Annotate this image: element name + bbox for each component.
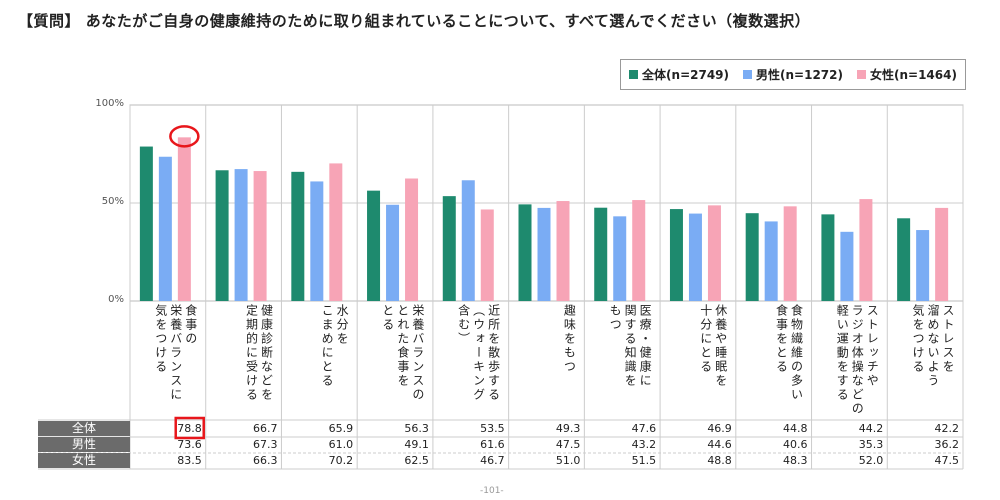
table-cell: 48.3 bbox=[783, 454, 808, 467]
bar-女性-6 bbox=[632, 200, 646, 301]
bar-男性-3 bbox=[386, 204, 400, 301]
table-cell: 43.2 bbox=[631, 438, 657, 451]
legend: 全体(n=2749) 男性(n=1272) 女性(n=1464) bbox=[620, 59, 966, 90]
legend-label-all: 全体(n=2749) bbox=[642, 68, 730, 82]
table-cell: 83.5 bbox=[177, 454, 202, 467]
table-cell: 53.5 bbox=[480, 422, 505, 435]
table-cell: 49.1 bbox=[404, 438, 429, 451]
page-number: -101- bbox=[480, 486, 504, 496]
bar-男性-6 bbox=[613, 216, 627, 301]
category-label: ストレスを 溜めないよう 気をつける bbox=[910, 304, 955, 388]
table-row-header: 男性 bbox=[38, 437, 130, 452]
highlight-box bbox=[174, 416, 205, 440]
bar-男性-10 bbox=[916, 230, 930, 301]
table-cell: 44.2 bbox=[858, 422, 884, 435]
bar-全体-7 bbox=[669, 209, 683, 301]
bar-全体-9 bbox=[821, 214, 835, 301]
table-cell: 47.5 bbox=[934, 454, 960, 467]
category-label: ストレッチや ラジオ体操などの 軽い運動をする bbox=[835, 304, 880, 416]
table-row-header: 全体 bbox=[38, 421, 130, 436]
bar-全体-2 bbox=[291, 171, 305, 301]
legend-swatch-female bbox=[856, 70, 866, 79]
category-label: 趣味をもつ bbox=[562, 304, 577, 374]
category-label: 栄養バランスの とれた食事を とる bbox=[380, 304, 425, 402]
category-label: 食事の 栄養バランスに 気をつける bbox=[153, 304, 198, 402]
bar-全体-1 bbox=[215, 170, 229, 301]
bar-全体-10 bbox=[897, 218, 911, 301]
bar-男性-4 bbox=[461, 180, 475, 301]
bar-女性-4 bbox=[480, 209, 494, 301]
bar-全体-8 bbox=[745, 213, 759, 301]
bar-全体-6 bbox=[594, 207, 608, 301]
table-cell: 70.2 bbox=[328, 454, 354, 467]
table-row-header: 女性 bbox=[38, 453, 130, 468]
table-cell: 46.7 bbox=[480, 454, 505, 467]
table-cell: 61.6 bbox=[480, 438, 505, 451]
table-cell: 40.6 bbox=[783, 438, 808, 451]
bar-男性-1 bbox=[234, 169, 248, 301]
category-label: 水分を こまめにとる bbox=[320, 304, 350, 388]
table-cell: 66.7 bbox=[252, 422, 278, 435]
legend-label-female: 女性(n=1464) bbox=[869, 68, 957, 82]
table-cell: 51.0 bbox=[555, 454, 581, 467]
table-cell: 56.3 bbox=[404, 422, 429, 435]
chart-title: 【質問】 あなたがご自身の健康維持のために取り組まれていることについて、すべて選… bbox=[18, 12, 811, 30]
legend-label-male: 男性(n=1272) bbox=[756, 68, 843, 82]
category-label: 休養や睡眠を 十分にとる bbox=[698, 304, 728, 388]
table-cell: 47.6 bbox=[631, 422, 657, 435]
bar-全体-4 bbox=[442, 196, 456, 301]
table-cell: 52.0 bbox=[858, 454, 884, 467]
bar-女性-7 bbox=[707, 205, 721, 301]
y-tick-label: 0% bbox=[108, 294, 124, 305]
table-cell: 67.3 bbox=[252, 438, 278, 451]
bar-男性-2 bbox=[310, 181, 324, 301]
legend-swatch-male bbox=[743, 70, 753, 79]
table-cell: 61.0 bbox=[328, 438, 354, 451]
legend-swatch-all bbox=[629, 70, 639, 79]
table-cell: 73.6 bbox=[177, 438, 202, 451]
bar-女性-2 bbox=[329, 163, 343, 301]
table-cell: 44.6 bbox=[707, 438, 732, 451]
y-tick-label: 50% bbox=[101, 196, 124, 207]
bar-女性-1 bbox=[253, 171, 267, 301]
table-cell: 66.3 bbox=[252, 454, 278, 467]
bar-女性-10 bbox=[935, 207, 949, 301]
legend-item-all: 全体(n=2749) bbox=[629, 66, 729, 83]
bar-全体-0 bbox=[139, 146, 153, 301]
bar-男性-9 bbox=[840, 231, 854, 301]
bar-女性-8 bbox=[783, 206, 797, 301]
category-label: 医療・健康に 関する知識を もつ bbox=[608, 304, 653, 388]
table-cell: 47.5 bbox=[555, 438, 581, 451]
highlight-circle bbox=[169, 125, 200, 148]
bar-全体-5 bbox=[518, 204, 532, 301]
table-cell: 49.3 bbox=[555, 422, 581, 435]
y-tick-label: 100% bbox=[95, 98, 124, 109]
bar-全体-3 bbox=[367, 190, 381, 301]
bar-男性-0 bbox=[158, 156, 172, 301]
bar-女性-9 bbox=[859, 199, 873, 301]
category-label: 近所を散歩する （ウォーキング 含む） bbox=[456, 304, 501, 402]
bar-男性-7 bbox=[688, 213, 702, 301]
table-cell: 35.3 bbox=[858, 438, 884, 451]
bar-女性-5 bbox=[556, 201, 570, 301]
bar-男性-8 bbox=[764, 221, 778, 301]
table-cell: 78.8 bbox=[177, 422, 202, 435]
table-cell: 65.9 bbox=[328, 422, 354, 435]
bar-女性-3 bbox=[405, 178, 419, 301]
table-cell: 48.8 bbox=[707, 454, 732, 467]
bar-女性-0 bbox=[177, 137, 191, 301]
category-label: 健康診断などを 定期的に受ける bbox=[244, 304, 274, 402]
bar-男性-5 bbox=[537, 207, 551, 301]
table-cell: 36.2 bbox=[934, 438, 960, 451]
table-cell: 44.8 bbox=[783, 422, 808, 435]
legend-item-female: 女性(n=1464) bbox=[856, 66, 957, 83]
table-cell: 51.5 bbox=[631, 454, 657, 467]
table-cell: 62.5 bbox=[404, 454, 429, 467]
table-cell: 46.9 bbox=[707, 422, 732, 435]
table-cell: 42.2 bbox=[934, 422, 960, 435]
category-label: 食物繊維の多い 食事をとる bbox=[774, 304, 804, 402]
legend-item-male: 男性(n=1272) bbox=[743, 66, 843, 83]
